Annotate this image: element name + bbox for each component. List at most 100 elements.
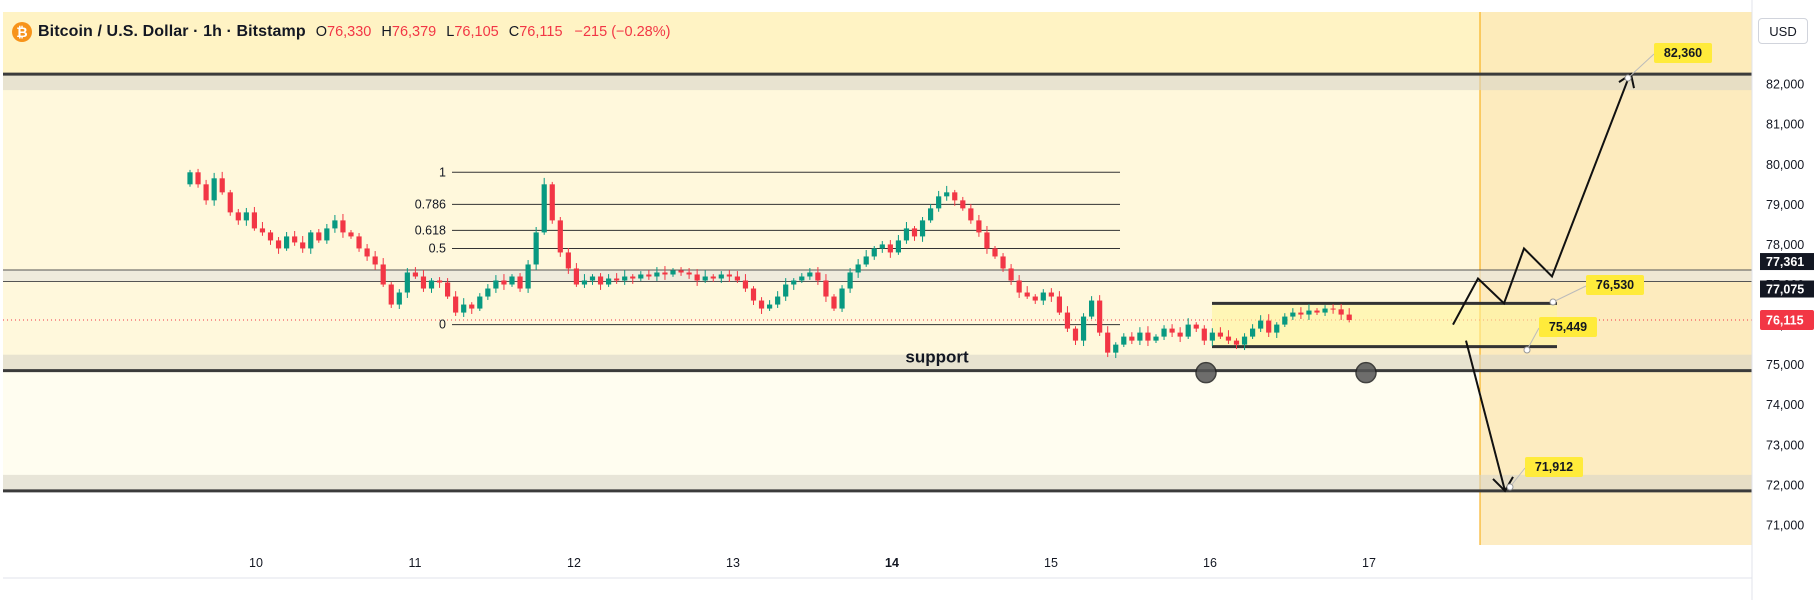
candle-body [1233,340,1240,345]
y-tick-label-0: 71,000 [1766,518,1804,532]
candle-body [678,270,684,273]
candle-body [517,276,523,289]
candle-body [1137,332,1143,341]
fib-level-label-2: 0.618 [415,223,446,237]
candle-body [292,236,298,243]
candle-body [1250,328,1256,337]
candle-body [428,280,435,289]
candle-body [195,172,201,185]
callout-leader [1552,285,1587,303]
candle-body [1314,310,1320,313]
ohlc-close-value: 76,115 [519,24,563,40]
y-tick-label-4: 75,000 [1766,358,1804,372]
candle-body [992,248,998,257]
support-zone [3,354,1752,371]
candle-body [501,280,507,285]
candle-body [718,274,724,279]
candle-body [388,284,394,305]
candle-body [227,192,233,213]
x-tick-label-5: 15 [1044,556,1058,570]
band-top [3,12,1752,75]
candle-body [589,276,596,281]
candle-body [863,256,869,265]
ohlc-high-key: H [381,24,392,40]
ohlc-low-value: 76,105 [454,24,499,40]
candle-body [1008,268,1014,281]
price-change: −215 (−0.28%) [574,24,671,40]
candle-body [1217,332,1223,337]
candle-body [275,240,282,249]
candle-body [1000,256,1006,269]
callout-label-1: 76,530 [1596,278,1634,292]
candle-body [1129,336,1135,341]
candle-body [372,256,378,265]
candle-body [1145,332,1151,341]
candle-body [855,264,861,273]
candle-body [606,278,612,285]
ohlc-values: O76,330 H76,379 L76,105 C76,115 [316,24,569,40]
fib-level-label-1: 0.786 [415,197,446,211]
candle-body [445,282,451,297]
candle-body [1121,336,1127,345]
candle-body [847,272,853,289]
candle-body [203,184,209,201]
candle-body [919,220,926,237]
y-tick-label-1: 72,000 [1766,478,1804,492]
price-tag-box [1760,280,1814,298]
y-tick-label-8: 79,000 [1766,198,1804,212]
y-axis: 71,00072,00073,00074,00075,00076,00077,0… [1751,0,1814,600]
callout-anchor [1523,346,1531,354]
candle-body [1169,328,1175,333]
last-price-label: 76,115 [1766,313,1804,327]
candle-body [1306,310,1312,315]
band-low [3,370,1752,491]
candle-body [895,240,901,253]
candle-body [259,228,266,233]
resistance-zone [3,74,1752,91]
ohlc-open-value: 76,330 [327,24,372,40]
y-tick-label-9: 80,000 [1766,158,1804,172]
candle-body [1016,280,1022,293]
candle-body [879,244,885,249]
candle-body [1105,332,1111,353]
candle-body [251,212,257,229]
price-tag-label-0: 77,361 [1766,255,1804,269]
ohlc-low-key: L [446,24,455,40]
candle-body [356,236,362,249]
candle-body [630,276,636,279]
candle-body [300,242,306,249]
x-tick-label-7: 17 [1362,556,1376,570]
candle-body [815,272,821,281]
candle-body [775,296,781,305]
candle-body [525,264,531,289]
candle-body [1330,308,1336,310]
ohlc-high-value: 76,379 [391,24,437,40]
candle-body [469,304,475,309]
candle-body [549,184,555,221]
candle-body [364,248,370,257]
currency-button[interactable]: USD [1758,18,1808,44]
pivot-zone [3,270,1752,282]
candle-body [453,296,459,313]
candle-body [839,288,845,309]
candle-body [420,276,427,289]
candle-body [791,280,797,285]
callout-box [1525,457,1583,477]
candle-body [1072,328,1079,341]
symbol-title[interactable]: Bitcoin / U.S. Dollar · 1h · Bitstamp [38,23,306,40]
callout-leader [1509,467,1526,488]
candle-body [1209,332,1215,341]
candle-body [493,280,499,289]
fib-level-label-3: 0.5 [429,241,446,255]
candle-body [1064,312,1071,329]
bitcoin-icon: ₿ [12,22,32,42]
candle-body [726,274,732,277]
candle-body [324,228,330,241]
candle-body [654,272,660,277]
candle-body [686,272,692,275]
x-tick-label-3: 13 [726,556,740,570]
candle-body [1241,336,1248,345]
y-tick-label-3: 74,000 [1766,398,1804,412]
